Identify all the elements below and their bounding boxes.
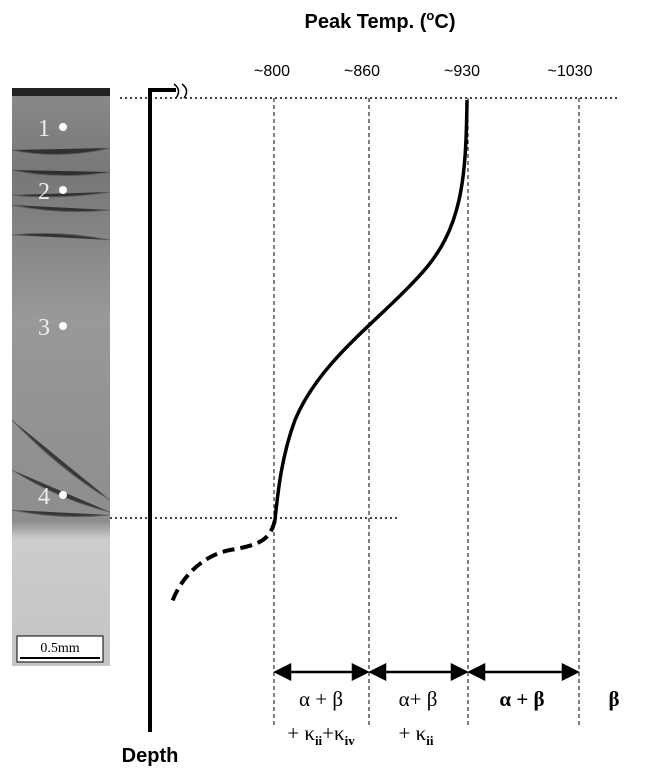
phase-subscript: ii bbox=[315, 733, 323, 748]
point-label: 1 bbox=[38, 116, 50, 142]
axes bbox=[110, 83, 620, 732]
micrograph-image bbox=[12, 88, 110, 666]
title: Peak Temp. (oC) bbox=[305, 8, 456, 33]
title-superscript: o bbox=[426, 8, 434, 23]
title-text: C) bbox=[434, 11, 455, 33]
texture bbox=[11, 147, 111, 518]
phase-label: + κii+κiv bbox=[287, 721, 355, 748]
phase-subscript: iv bbox=[345, 733, 356, 748]
temperature-label: ~800 bbox=[254, 63, 290, 80]
phase-label: + κii bbox=[399, 721, 434, 748]
phase-label: β bbox=[608, 687, 619, 711]
micrograph-edge bbox=[12, 88, 110, 96]
micrograph: 1 2 3 4 0.5mm bbox=[11, 88, 111, 666]
phase-label: α + β bbox=[499, 687, 544, 711]
phase-text: + κ bbox=[399, 721, 427, 745]
phase-text: + κ bbox=[287, 721, 315, 745]
point-label: 2 bbox=[38, 179, 50, 205]
phase-label: α+ β bbox=[399, 687, 438, 711]
temperature-curve bbox=[273, 99, 469, 521]
temperature-curve-extrapolated bbox=[170, 519, 277, 603]
phase-boundaries bbox=[273, 98, 580, 728]
scale-bar-label: 0.5mm bbox=[40, 641, 79, 656]
points bbox=[59, 123, 67, 499]
phase-arrows bbox=[273, 662, 580, 682]
point-label: 3 bbox=[38, 315, 50, 341]
temperature-label: ~1030 bbox=[548, 63, 593, 80]
phase-label: α + β bbox=[299, 687, 343, 711]
temperature-label: ~860 bbox=[344, 63, 380, 80]
title-text: Peak Temp. ( bbox=[305, 11, 427, 33]
temperature-label: ~930 bbox=[444, 63, 480, 80]
axis-label: Depth bbox=[122, 745, 179, 767]
phase-subscript: ii bbox=[426, 733, 434, 748]
phase-text: +κ bbox=[322, 721, 345, 745]
point-label: 4 bbox=[38, 484, 50, 510]
